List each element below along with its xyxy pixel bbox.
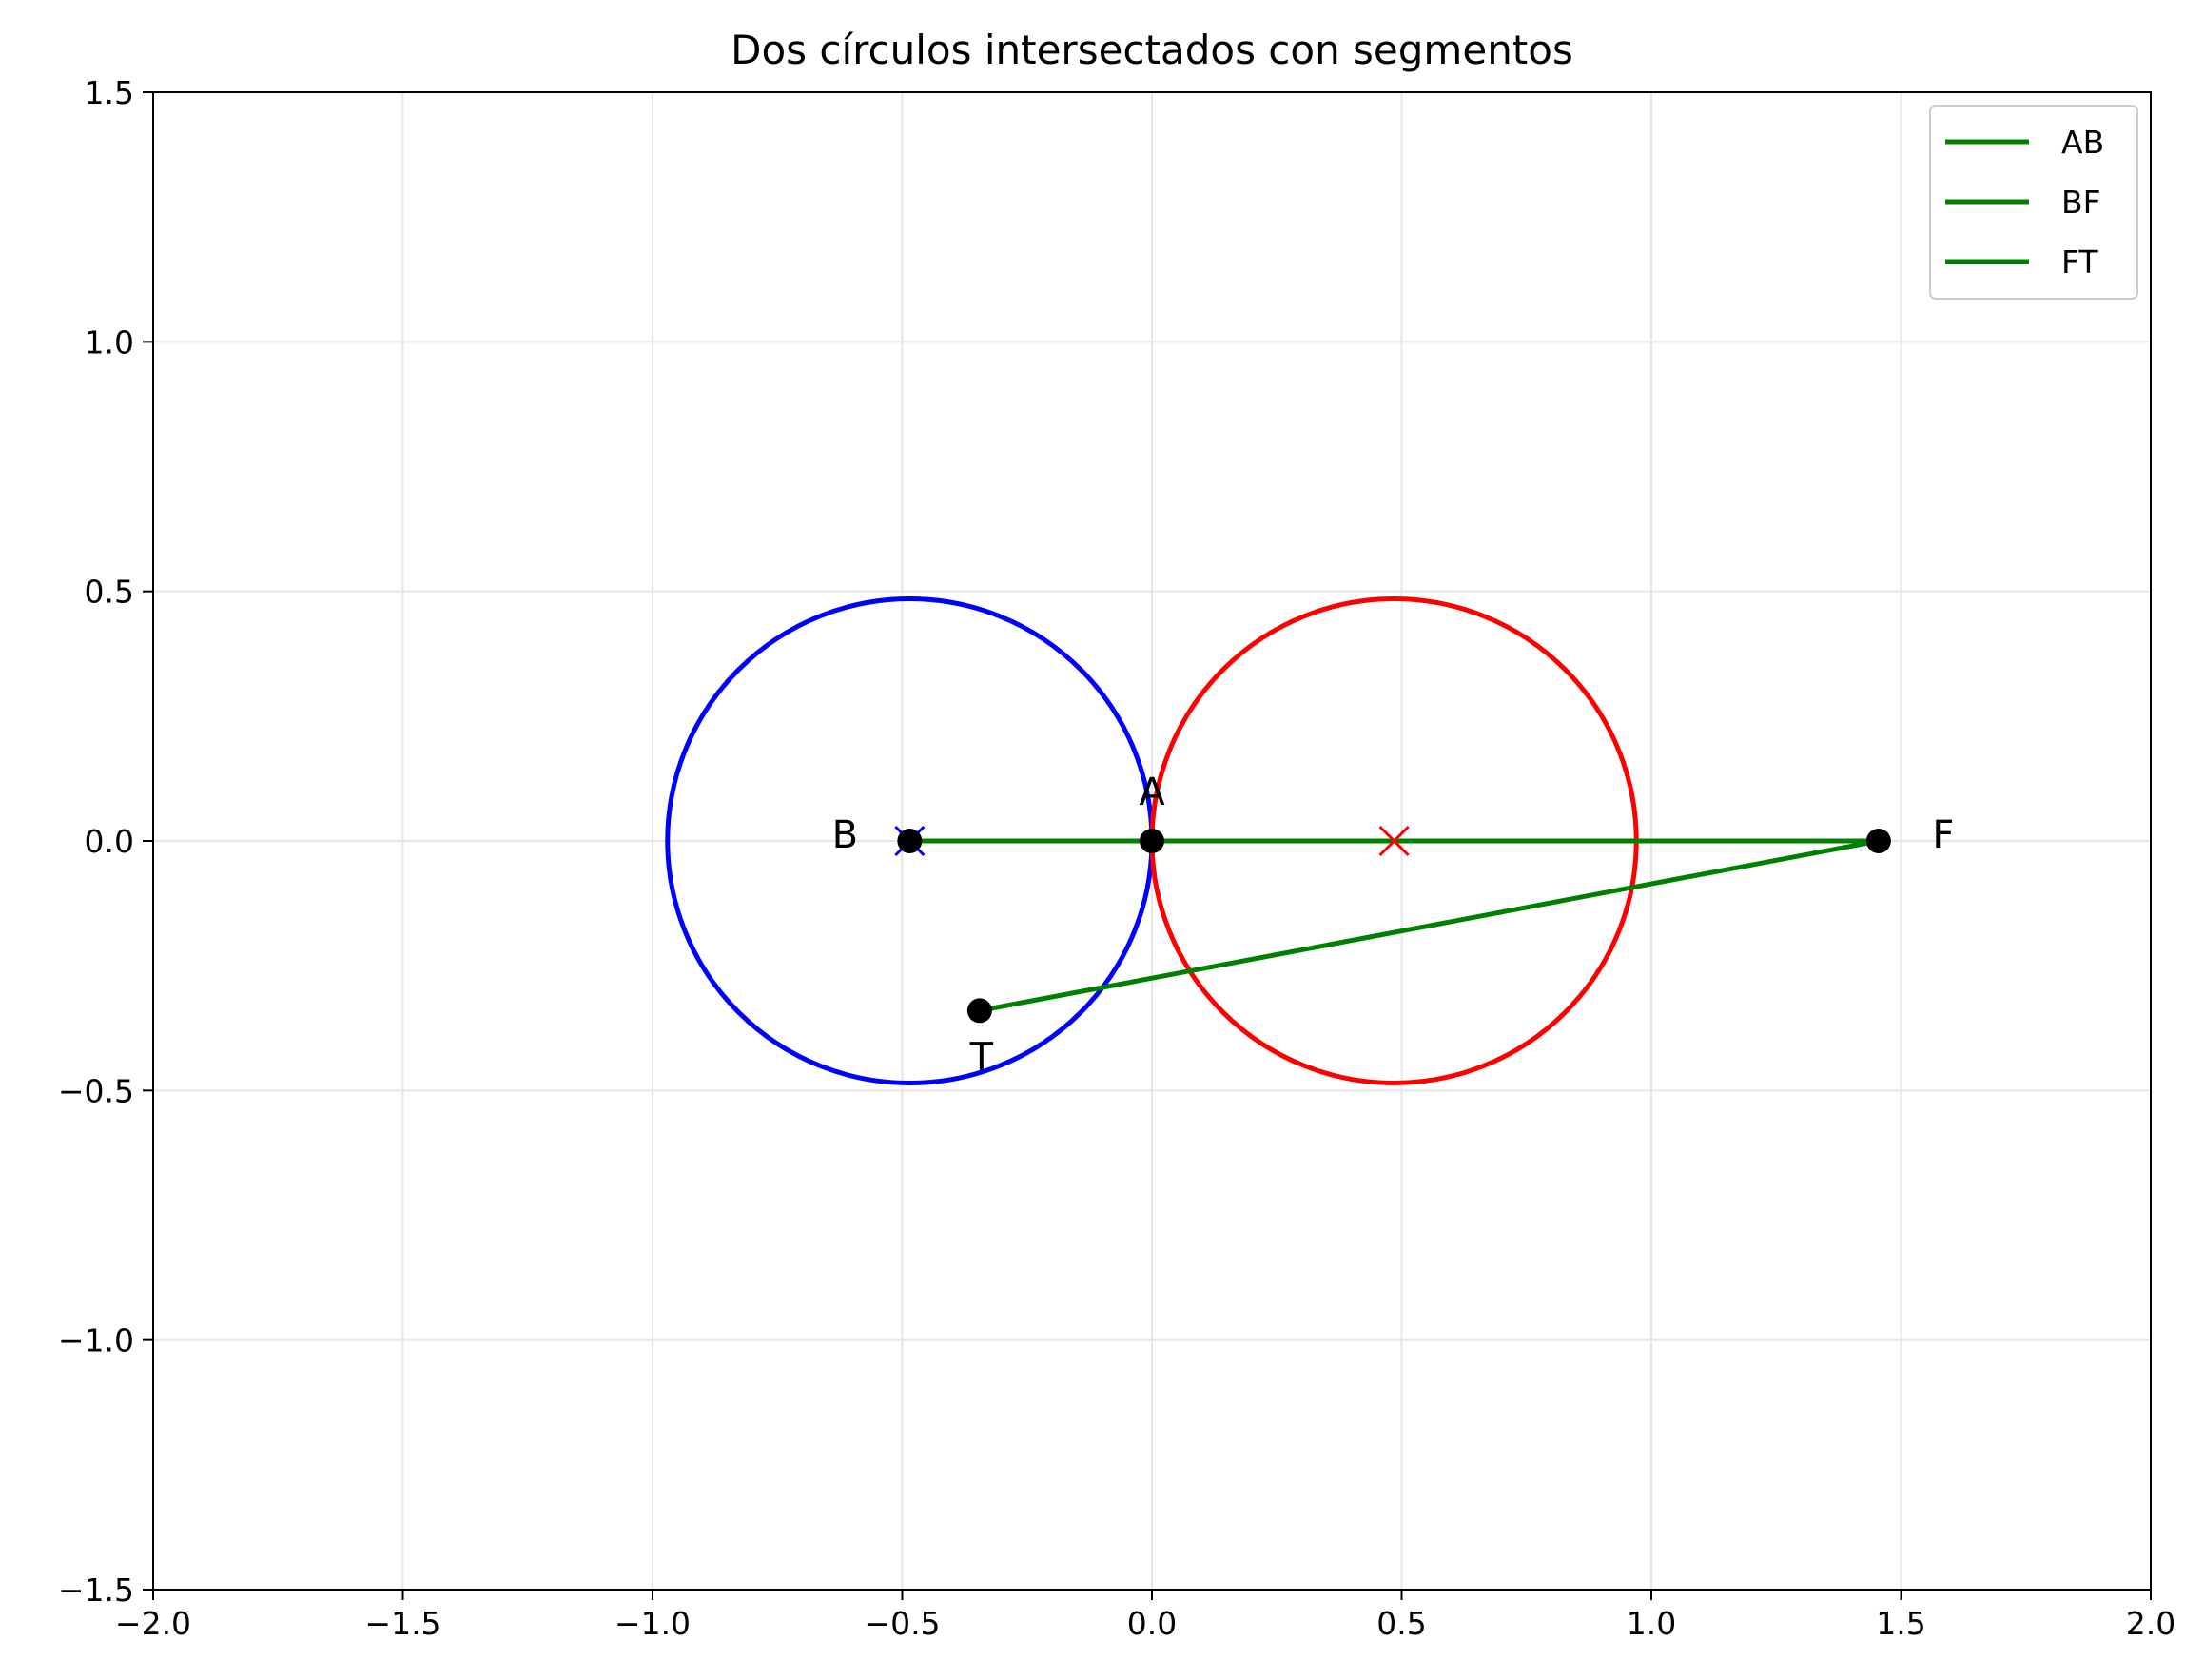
point-label-t: T xyxy=(969,1035,994,1079)
legend-label-ab: AB xyxy=(2061,124,2104,161)
y-tick-label: 1.0 xyxy=(85,323,134,361)
point-label-b: B xyxy=(832,813,858,857)
legend-label-ft: FT xyxy=(2061,244,2098,281)
point-a xyxy=(1140,829,1164,853)
y-tick-label: −1.0 xyxy=(58,1322,134,1359)
x-tick-label: 1.0 xyxy=(1627,1605,1676,1642)
y-tick-label: 1.5 xyxy=(85,74,134,111)
y-tick-label: −0.5 xyxy=(58,1072,134,1109)
point-b xyxy=(897,829,923,853)
x-tick-label: 2.0 xyxy=(2126,1605,2175,1642)
point-t xyxy=(966,998,992,1024)
legend-label-bf: BF xyxy=(2061,184,2101,221)
x-tick-label: 0.5 xyxy=(1376,1605,1426,1642)
x-tick-label: 1.5 xyxy=(1876,1605,1925,1642)
x-tick-label: −0.5 xyxy=(864,1605,940,1642)
point-f xyxy=(1865,829,1891,853)
point-label-f: F xyxy=(1932,813,1954,857)
axis-ticks: −2.0 −1.5 −1.0 −0.5 0.0 0.5 1.0 1.5 2.0−1.5−1.0−… xyxy=(58,74,2175,1642)
plot-shapes: A B F T xyxy=(665,596,1954,1085)
legend-box xyxy=(1929,105,2138,300)
x-tick-label: −2.0 xyxy=(115,1605,191,1642)
point-label-a: A xyxy=(1139,771,1165,814)
y-tick-label: 0.0 xyxy=(85,823,134,860)
segment-ft xyxy=(979,838,1880,1013)
chart-title: Dos círculos intersectados con segmentos xyxy=(731,27,1573,73)
x-tick-label: 0.0 xyxy=(1127,1605,1177,1642)
y-tick-label: 0.5 xyxy=(85,574,134,611)
x-tick-label: −1.5 xyxy=(364,1605,440,1642)
y-tick-label: −1.5 xyxy=(58,1572,134,1609)
circle-center-marker-2 xyxy=(1378,825,1410,857)
legend: AB BF FT xyxy=(1929,105,2138,300)
x-tick-label: −1.0 xyxy=(614,1605,691,1642)
